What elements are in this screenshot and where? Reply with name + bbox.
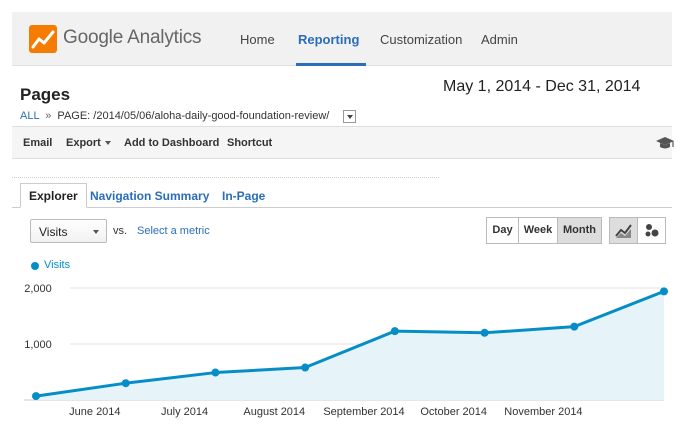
data-point: [211, 368, 220, 377]
shortcut-button[interactable]: Shortcut: [227, 137, 273, 149]
nav-admin[interactable]: Admin: [481, 32, 518, 47]
visits-line: [35, 289, 665, 398]
vs-label: vs.: [113, 225, 128, 237]
analytics-logo-icon[interactable]: [29, 25, 57, 53]
data-point: [660, 287, 668, 296]
data-point: [570, 322, 579, 331]
breadcrumb-all-link[interactable]: ALL: [20, 110, 40, 122]
breadcrumb-dropdown-button[interactable]: [343, 110, 356, 123]
nav-reporting[interactable]: Reporting: [298, 32, 360, 47]
legend-marker: [31, 262, 39, 270]
motion-chart-mode-button[interactable]: [637, 217, 666, 244]
data-point: [121, 379, 130, 388]
page-title: Pages: [20, 85, 71, 104]
data-point: [301, 363, 310, 372]
legend-label: Visits: [44, 259, 71, 271]
tab-explorer[interactable]: Explorer: [20, 183, 87, 208]
x-tick-label: November 2014: [504, 406, 582, 418]
tab-in-page[interactable]: In-Page: [222, 189, 266, 203]
metric-select[interactable]: Visits: [30, 219, 107, 243]
x-tick-label: August 2014: [243, 406, 305, 418]
x-tick-label: October 2014: [420, 406, 487, 418]
x-tick-label: July 2014: [161, 406, 208, 418]
nav-customization[interactable]: Customization: [380, 32, 463, 47]
nav-active-indicator: [296, 63, 366, 66]
top-bar: Google Analytics Home Reporting Customiz…: [12, 12, 672, 66]
email-button[interactable]: Email: [23, 137, 53, 149]
granularity-day-button[interactable]: Day: [486, 217, 519, 244]
data-point: [32, 392, 40, 401]
chevron-down-icon: [93, 230, 99, 234]
breadcrumb-separator: »: [45, 110, 52, 122]
visits-chart: 1,000 2,000 June 2014 July 2014 August 2014 S…: [24, 283, 668, 418]
date-range-picker[interactable]: May 1, 2014 - Dec 31, 2014: [443, 78, 641, 95]
y-tick-label: 2,000: [24, 283, 52, 295]
x-tick-label: June 2014: [69, 406, 120, 418]
select-metric-link[interactable]: Select a metric: [137, 225, 210, 237]
brand-name[interactable]: Google Analytics: [63, 27, 202, 48]
tabs-baseline: [12, 207, 672, 208]
granularity-week-button[interactable]: Week: [518, 217, 558, 244]
graduation-cap-icon[interactable]: [655, 135, 675, 151]
export-label: Export: [66, 137, 101, 149]
nav-home[interactable]: Home: [240, 32, 275, 47]
divider: [12, 177, 439, 178]
add-to-dashboard-button[interactable]: Add to Dashboard: [124, 137, 220, 149]
line-chart-mode-button[interactable]: [609, 217, 638, 244]
breadcrumb-page: PAGE: /2014/05/06/aloha-daily-good-found…: [57, 110, 330, 122]
chevron-down-icon: [104, 141, 111, 146]
bubble-chart-icon: [645, 224, 659, 237]
export-button[interactable]: Export: [66, 137, 111, 149]
metric-select-value: Visits: [39, 225, 68, 239]
line-chart-icon: [615, 224, 632, 238]
y-tick-label: 1,000: [24, 339, 52, 351]
report-toolbar: Email Export Add to Dashboard Shortcut: [12, 126, 675, 159]
tab-navigation-summary[interactable]: Navigation Summary: [90, 189, 210, 203]
x-tick-label: September 2014: [323, 406, 404, 418]
visits-area: [36, 291, 664, 400]
data-point: [390, 327, 399, 336]
data-point: [480, 328, 489, 337]
breadcrumb: ALL » PAGE: /2014/05/06/aloha-daily-good…: [20, 110, 329, 122]
granularity-month-button[interactable]: Month: [557, 217, 602, 244]
